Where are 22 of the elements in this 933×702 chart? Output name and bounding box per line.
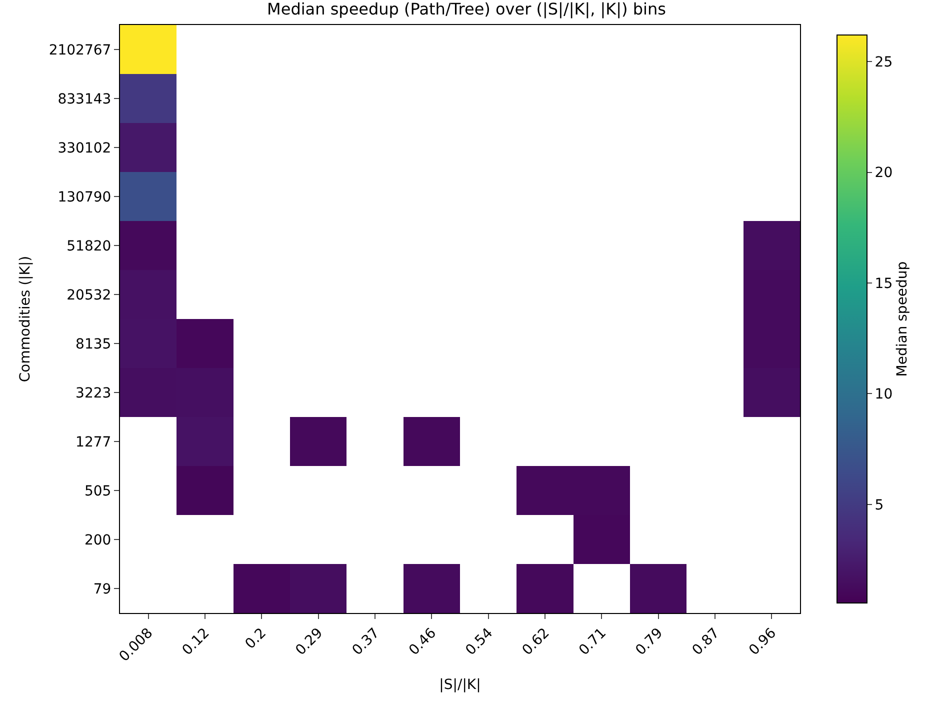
y-tick-label: 1277 — [76, 434, 112, 450]
color-bar-label: 10 — [874, 386, 893, 403]
y-tick-label: 833143 — [58, 91, 112, 108]
color-bar-label: 20 — [874, 165, 893, 182]
y-tick-label: 130790 — [58, 189, 112, 206]
y-tick-label: 3223 — [76, 385, 112, 402]
color-bar-label: 5 — [874, 497, 884, 514]
chart-title: Median speedup (Path/Tree) over (|S|/|K|, |K|) bins — [267, 0, 666, 19]
color-bar-title: Median speedup — [894, 261, 911, 377]
color-bar-label: 15 — [874, 276, 893, 292]
y-tick-label: 8135 — [76, 336, 112, 352]
y-tick-label: 51820 — [66, 238, 112, 254]
x-axis-title: |S|/|K| — [439, 677, 481, 694]
y-tick-label: 200 — [84, 532, 112, 548]
y-tick-label: 79 — [93, 581, 112, 598]
y-tick-label: 20532 — [66, 287, 112, 304]
y-tick-label: 330102 — [58, 140, 112, 156]
y-tick-label: 2102767 — [48, 42, 112, 58]
x-tick-label: 0.2 — [242, 625, 270, 652]
y-axis-title: Commodities (|K|) — [17, 256, 34, 382]
y-tick-label: 505 — [84, 483, 112, 500]
color-bar-label: 25 — [874, 54, 893, 70]
